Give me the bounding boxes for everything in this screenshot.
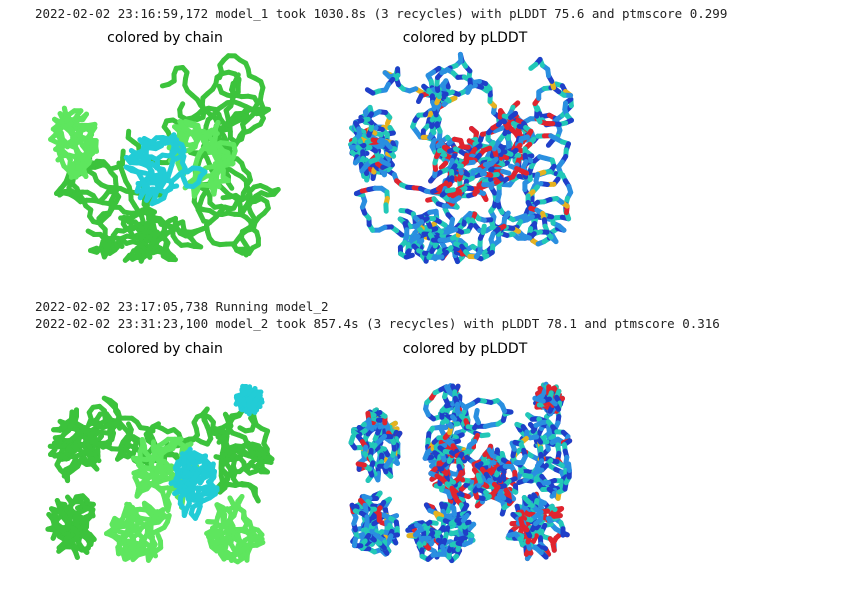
model-1-chain-title: colored by chain [107,30,223,46]
model-1-plddt-title: colored by pLDDT [402,30,528,46]
model-1-chain-structure [48,53,281,264]
model-2-chain-structure [45,383,275,565]
model-1-plddt-structure [348,51,574,265]
model-2-chain-title: colored by chain [107,341,223,357]
model-2-plddt-title: colored by pLDDT [402,341,528,357]
log-line-model-2-result: 2022-02-02 23:31:23,100 model_2 took 857… [35,316,720,331]
log-line-model-2-running: 2022-02-02 23:17:05,738 Running model_2 [35,299,329,314]
model-2-plddt-structure [348,381,573,564]
log-line-model-1-result: 2022-02-02 23:16:59,172 model_1 took 103… [35,6,728,21]
